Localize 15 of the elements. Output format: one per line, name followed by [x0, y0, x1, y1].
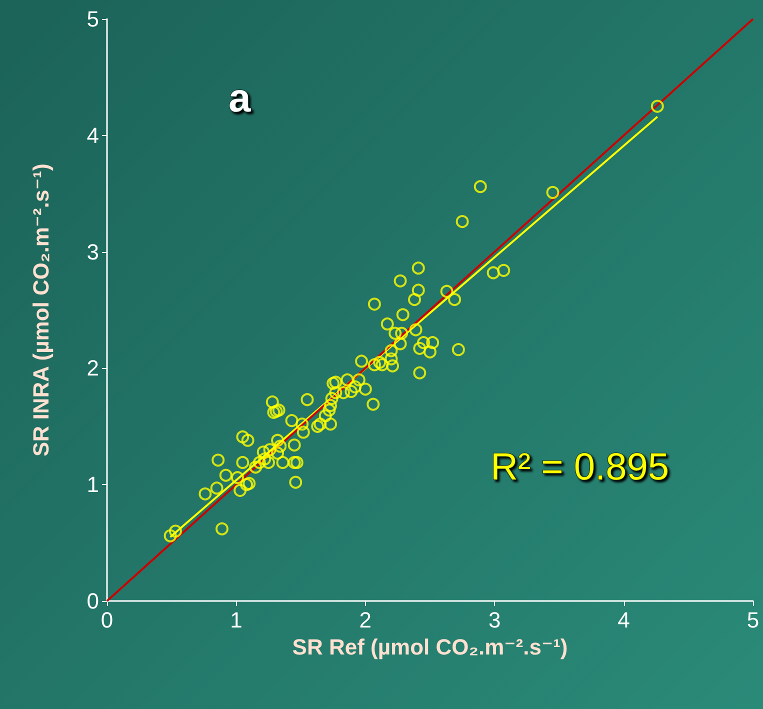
y-tick-label: 5 [86, 6, 99, 32]
y-tick-label: 2 [86, 356, 99, 381]
y-tick-label: 1 [86, 472, 99, 498]
x-tick-label: 4 [618, 608, 630, 632]
x-axis-title: SR Ref (µmol CO₂.m⁻².s⁻¹) [292, 634, 568, 660]
x-tick-label: 5 [746, 608, 760, 632]
x-tick-label: 3 [488, 608, 501, 632]
annotation: R² = 0.895 [490, 446, 669, 488]
y-tick-label: 0 [86, 588, 99, 614]
x-tick-label: 1 [230, 608, 242, 632]
y-tick-label: 4 [86, 122, 99, 148]
x-tick-label: 2 [359, 608, 372, 632]
annotation: a [228, 76, 252, 120]
y-tick-label: 3 [86, 239, 99, 264]
y-axis-title: SR INRA (µmol CO₂.m⁻².s⁻¹) [28, 164, 54, 456]
